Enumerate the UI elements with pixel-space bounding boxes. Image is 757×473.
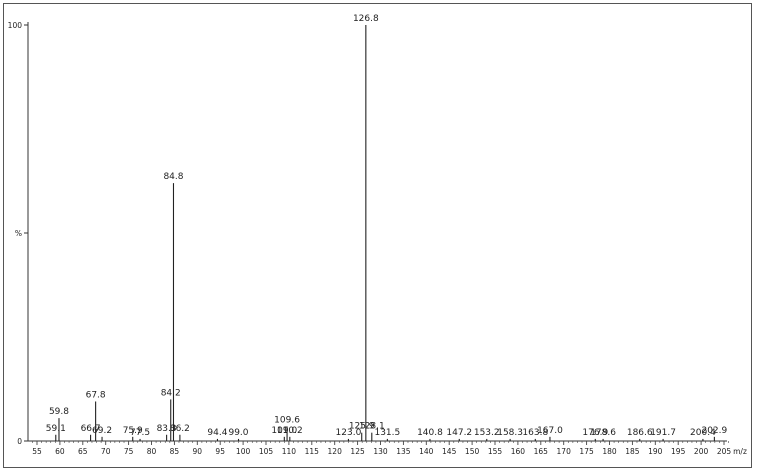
peak-label: 67.8 xyxy=(86,390,106,400)
peak-label: 94.4 xyxy=(207,428,227,438)
x-tick-label: 120 xyxy=(328,447,343,456)
peak-label: 125.9 xyxy=(349,422,375,432)
peak-label: 59.1 xyxy=(46,424,66,434)
peak-label: 126.8 xyxy=(353,14,379,24)
peak-label: 109.6 xyxy=(274,415,300,425)
x-tick-label: 85 xyxy=(170,447,180,456)
y-tick-label: % xyxy=(15,229,22,238)
x-tick-label: 130 xyxy=(373,447,388,456)
peak-label: 128.1 xyxy=(359,422,385,432)
x-tick-label: 125 xyxy=(350,447,365,456)
peak-label: 163.8 xyxy=(522,428,548,438)
peak-label: 110.2 xyxy=(277,426,303,436)
x-tick-label: 75 xyxy=(124,447,134,456)
peak-label: 140.8 xyxy=(417,428,443,438)
x-tick-label: 60 xyxy=(55,447,65,456)
peak-label: 86.2 xyxy=(170,424,190,434)
x-tick-label: 145 xyxy=(442,447,457,456)
peak-label: 178.6 xyxy=(590,428,616,438)
peak-label: 84.2 xyxy=(161,388,181,398)
x-tick-label: 160 xyxy=(511,447,526,456)
peak-label: 191.7 xyxy=(650,428,676,438)
x-tick-label: 105 xyxy=(259,447,274,456)
peak-label: 69.2 xyxy=(92,426,112,436)
peak-label: 147.2 xyxy=(446,428,472,438)
peak-label: 66.7 xyxy=(81,424,101,434)
x-tick-label: 150 xyxy=(465,447,480,456)
x-tick-label: 200 xyxy=(694,447,709,456)
x-tick-label: 80 xyxy=(147,447,157,456)
x-tick-label: 95 xyxy=(215,447,225,456)
peak-label: 123.0 xyxy=(336,428,362,438)
peak-label: 176.9 xyxy=(582,428,608,438)
x-tick-label: 185 xyxy=(625,447,640,456)
peak-label: 153.2 xyxy=(474,428,500,438)
x-tick-label: 180 xyxy=(602,447,617,456)
peak-label: 200.4 xyxy=(690,428,716,438)
x-tick-label: 155 xyxy=(488,447,503,456)
x-tick-label: 90 xyxy=(193,447,203,456)
x-tick-label: 140 xyxy=(419,447,434,456)
x-tick-label: 195 xyxy=(671,447,686,456)
peak-label: 83.3 xyxy=(157,424,177,434)
y-tick-label: 0 xyxy=(17,437,22,446)
x-tick-label: 115 xyxy=(305,447,320,456)
y-tick-label: 100 xyxy=(8,21,23,30)
peak-label: 202.9 xyxy=(701,426,727,436)
peak-label: 109.0 xyxy=(271,426,297,436)
peak-label: 84.8 xyxy=(163,172,183,182)
peak-label: 167.0 xyxy=(537,426,563,436)
x-axis-label: m/z xyxy=(733,447,747,456)
peak-label: 75.9 xyxy=(123,426,143,436)
x-tick-label: 70 xyxy=(101,447,111,456)
x-tick-label: 100 xyxy=(236,447,251,456)
x-tick-label: 190 xyxy=(648,447,663,456)
x-tick-label: 165 xyxy=(534,447,549,456)
peak-label: 59.8 xyxy=(49,407,69,417)
peak-label: 77.5 xyxy=(130,428,150,438)
x-tick-label: 55 xyxy=(32,447,42,456)
x-tick-label: 170 xyxy=(557,447,572,456)
x-tick-label: 110 xyxy=(282,447,297,456)
peak-label: 186.6 xyxy=(627,428,653,438)
peak-label: 99.0 xyxy=(228,428,248,438)
x-tick-label: 65 xyxy=(78,447,88,456)
peak-label: 131.5 xyxy=(374,428,400,438)
peak-label: 158.3 xyxy=(497,428,523,438)
x-tick-label: 175 xyxy=(579,447,594,456)
x-tick-label: 135 xyxy=(396,447,411,456)
x-tick-label: 205 xyxy=(717,447,732,456)
chart-frame xyxy=(3,3,752,468)
